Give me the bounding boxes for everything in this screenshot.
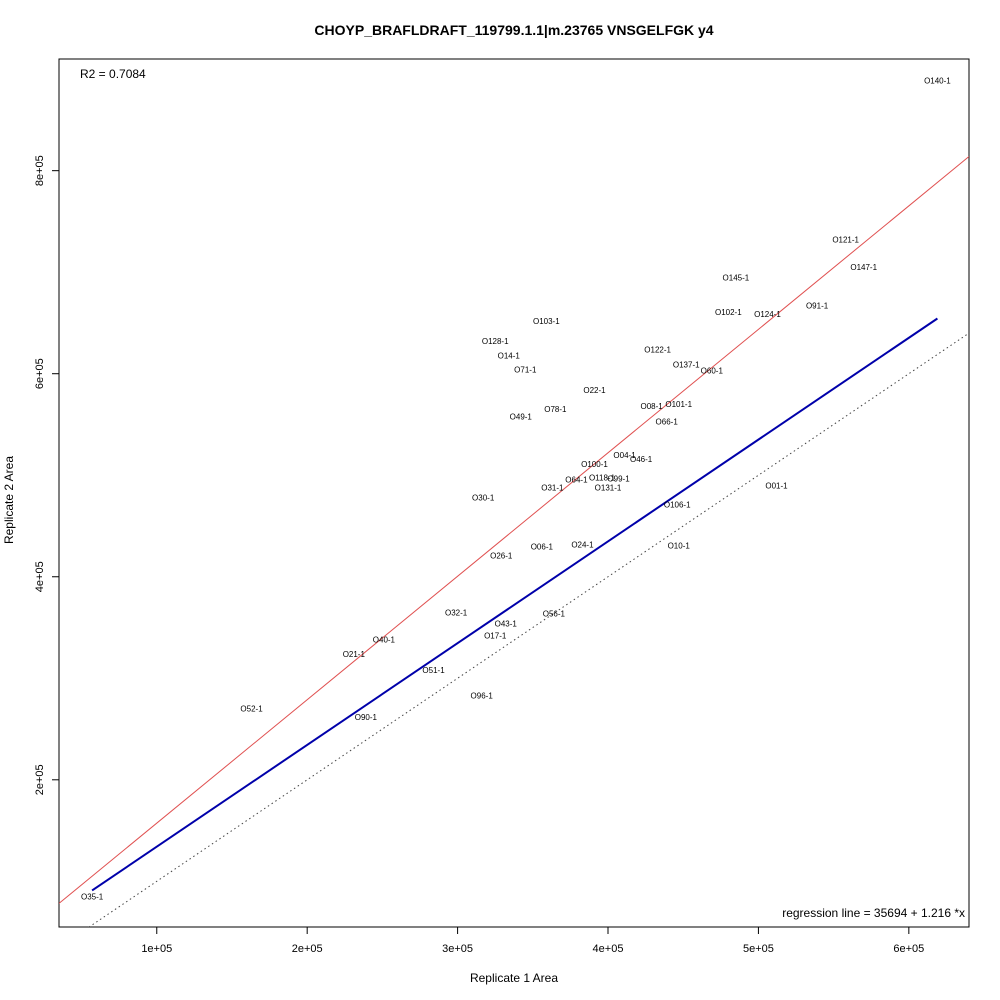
y-tick-label: 4e+05 <box>34 561 46 592</box>
x-axis: 1e+05 2e+05 3e+05 4e+05 5e+05 6e+05 <box>141 927 924 955</box>
point-label: O96-1 <box>471 692 494 701</box>
point-label: O102-1 <box>715 308 742 317</box>
point-label: O106-1 <box>664 501 691 510</box>
point-label: O31-1 <box>541 483 564 492</box>
point-label: O60-1 <box>701 367 724 376</box>
point-label: O10-1 <box>668 541 691 550</box>
point-label: O124-1 <box>754 310 781 319</box>
x-tick-label: 3e+05 <box>442 943 473 955</box>
identity-line <box>88 332 969 927</box>
point-label: O06-1 <box>531 542 554 551</box>
point-label: O32-1 <box>445 608 468 617</box>
point-label: O103-1 <box>533 317 560 326</box>
point-label: O100-1 <box>581 460 608 469</box>
point-label: O99-1 <box>607 474 630 483</box>
point-label: O35-1 <box>81 893 104 902</box>
point-label: O24-1 <box>571 540 594 549</box>
point-label: O49-1 <box>510 412 533 421</box>
point-label: O137-1 <box>673 361 700 370</box>
chart-title: CHOYP_BRAFLDRAFT_119799.1.1|m.23765 VNSG… <box>314 22 713 38</box>
y-tick-label: 2e+05 <box>34 764 46 795</box>
point-label: O128-1 <box>482 337 509 346</box>
r2-annotation: R2 = 0.7084 <box>80 67 146 81</box>
point-label: O04-1 <box>613 451 636 460</box>
point-label: O90-1 <box>355 713 378 722</box>
point-label: O147-1 <box>850 263 877 272</box>
x-axis-label: Replicate 1 Area <box>470 971 558 985</box>
point-label: O140-1 <box>924 76 951 85</box>
lines-layer <box>59 156 969 927</box>
point-label: O22-1 <box>583 386 606 395</box>
x-tick-label: 6e+05 <box>893 943 924 955</box>
point-label: O43-1 <box>495 619 518 628</box>
point-label: O56-1 <box>543 609 566 618</box>
point-label: O71-1 <box>514 366 537 375</box>
point-label: O01-1 <box>765 481 788 490</box>
y-tick-label: 6e+05 <box>34 358 46 389</box>
fit-line <box>59 156 969 904</box>
point-label: O66-1 <box>656 417 679 426</box>
point-label: O17-1 <box>484 632 507 641</box>
y-axis-label: Replicate 2 Area <box>2 456 16 544</box>
point-label: O26-1 <box>490 551 513 560</box>
point-label: O46-1 <box>630 455 653 464</box>
point-label: O121-1 <box>832 236 859 245</box>
point-label: O91-1 <box>806 302 829 311</box>
regression-equation: regression line = 35694 + 1.216 *x <box>782 906 965 920</box>
point-label: O145-1 <box>723 273 750 282</box>
point-label: O51-1 <box>422 666 445 675</box>
point-label: O101-1 <box>665 400 692 409</box>
x-tick-label: 1e+05 <box>141 943 172 955</box>
y-axis: 2e+05 4e+05 6e+05 8e+05 <box>34 155 59 795</box>
point-label: O08-1 <box>641 402 664 411</box>
x-tick-label: 5e+05 <box>743 943 774 955</box>
point-label: O122-1 <box>644 345 671 354</box>
point-label: O118-1 <box>589 473 616 482</box>
point-label: O21-1 <box>343 650 366 659</box>
x-tick-label: 2e+05 <box>292 943 323 955</box>
regression-line <box>91 317 938 892</box>
point-label: O131-1 <box>595 483 622 492</box>
point-label: O40-1 <box>373 636 396 645</box>
points-layer: O140-1 O121-1 O147-1 O145-1 O91-1 O102-1 O124-… <box>81 76 951 901</box>
point-label: O64-1 <box>565 475 588 484</box>
point-label: O52-1 <box>240 705 263 714</box>
point-label: O78-1 <box>544 405 567 414</box>
plot-frame <box>58 58 970 928</box>
point-label: O30-1 <box>472 494 495 503</box>
y-tick-label: 8e+05 <box>34 155 46 186</box>
x-tick-label: 4e+05 <box>593 943 624 955</box>
point-label: O14-1 <box>498 351 521 360</box>
